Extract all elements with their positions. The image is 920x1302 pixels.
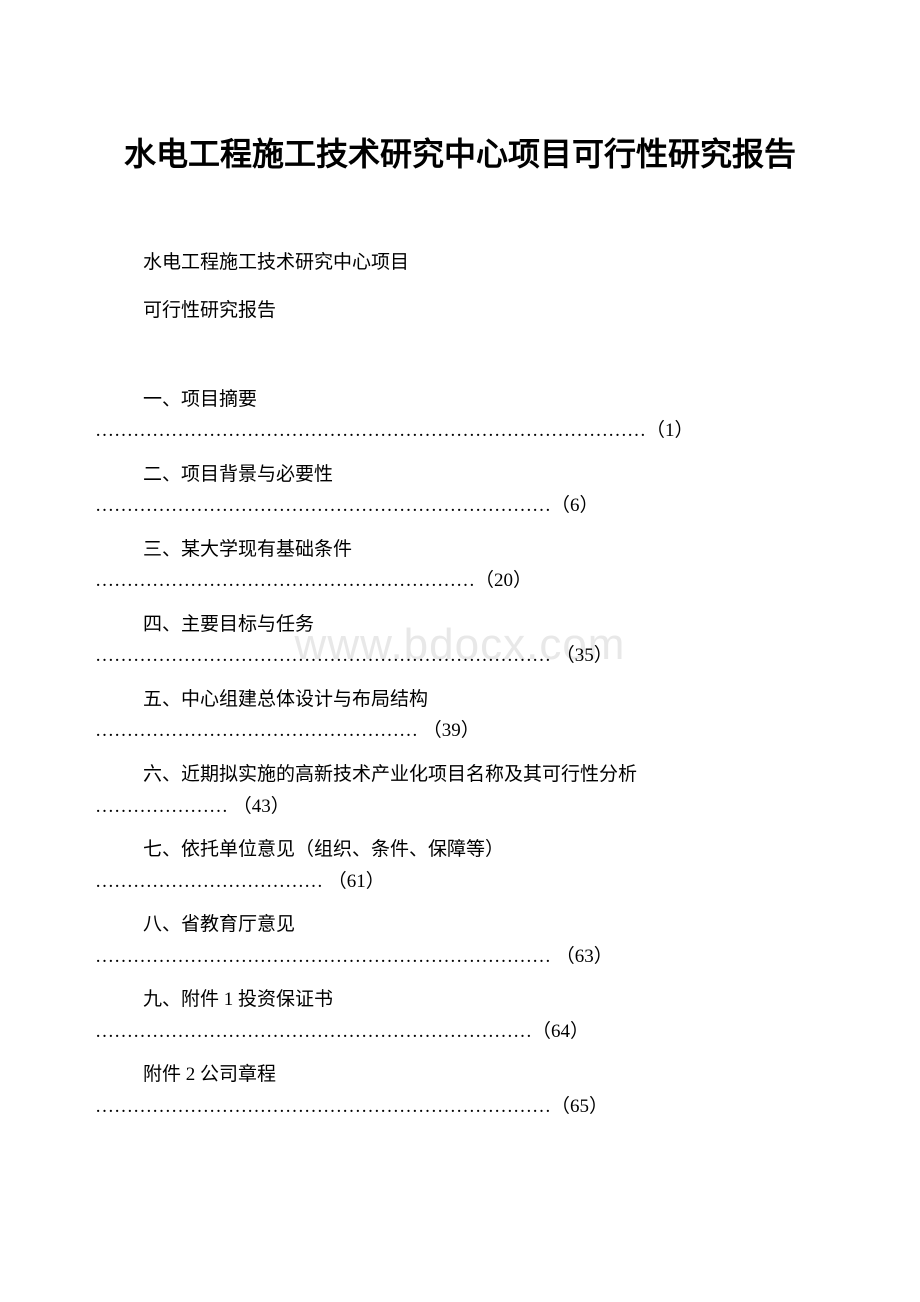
toc-entry-10: 附件 2 公司章程 ………………………………………………………………（65） (95, 1060, 825, 1119)
spacer (95, 345, 825, 385)
toc-label: 四、主要目标与任务 (143, 610, 825, 640)
toc-label: 七、依托单位意见（组织、条件、保障等） (143, 835, 825, 865)
toc-dots: ……………………………………………………………… （35） (95, 644, 825, 669)
toc-dots: …………………………………………… （39） (95, 719, 825, 744)
toc-label: 二、项目背景与必要性 (143, 460, 825, 490)
toc-entry-9: 九、附件 1 投资保证书 ……………………………………………………………（64） (95, 985, 825, 1044)
toc-label: 八、省教育厅意见 (143, 910, 825, 940)
toc-dots: ……………………………………………………………（64） (95, 1020, 825, 1045)
toc-dots: ……………………………… （61） (95, 870, 825, 895)
toc-label: 一、项目摘要 (143, 385, 825, 415)
toc-dots: ……………………………………………………………… （63） (95, 945, 825, 970)
subtitle-line-2: 可行性研究报告 (143, 296, 825, 326)
toc-dots: ……………………………………………………………………………（1） (95, 419, 825, 444)
toc-entry-6: 六、近期拟实施的高新技术产业化项目名称及其可行性分析 ………………… （43） (95, 760, 825, 819)
toc-dots: ………………… （43） (95, 795, 825, 820)
toc-dots: ……………………………………………………（20） (95, 569, 825, 594)
toc-entry-1: 一、项目摘要 ……………………………………………………………………………（1） (95, 385, 825, 444)
subtitle-line-1: 水电工程施工技术研究中心项目 (143, 248, 825, 278)
toc-label: 九、附件 1 投资保证书 (143, 985, 825, 1015)
toc-entry-5: 五、中心组建总体设计与布局结构 …………………………………………… （39） (95, 685, 825, 744)
toc-entry-2: 二、项目背景与必要性 ………………………………………………………………（6） (95, 460, 825, 519)
toc-label: 五、中心组建总体设计与布局结构 (143, 685, 825, 715)
document-title: 水电工程施工技术研究中心项目可行性研究报告 (95, 130, 825, 178)
toc-entry-3: 三、某大学现有基础条件 ……………………………………………………（20） (95, 535, 825, 594)
toc-label: 附件 2 公司章程 (143, 1060, 825, 1090)
toc-dots: ………………………………………………………………（6） (95, 494, 825, 519)
toc-dots: ………………………………………………………………（65） (95, 1095, 825, 1120)
document-page: 水电工程施工技术研究中心项目可行性研究报告 水电工程施工技术研究中心项目 可行性… (0, 0, 920, 1196)
toc-entry-8: 八、省教育厅意见 ……………………………………………………………… （63） (95, 910, 825, 969)
toc-label: 三、某大学现有基础条件 (143, 535, 825, 565)
toc-label: 六、近期拟实施的高新技术产业化项目名称及其可行性分析 (143, 760, 825, 790)
toc-entry-4: 四、主要目标与任务 ……………………………………………………………… （35） (95, 610, 825, 669)
toc-entry-7: 七、依托单位意见（组织、条件、保障等） ……………………………… （61） (95, 835, 825, 894)
